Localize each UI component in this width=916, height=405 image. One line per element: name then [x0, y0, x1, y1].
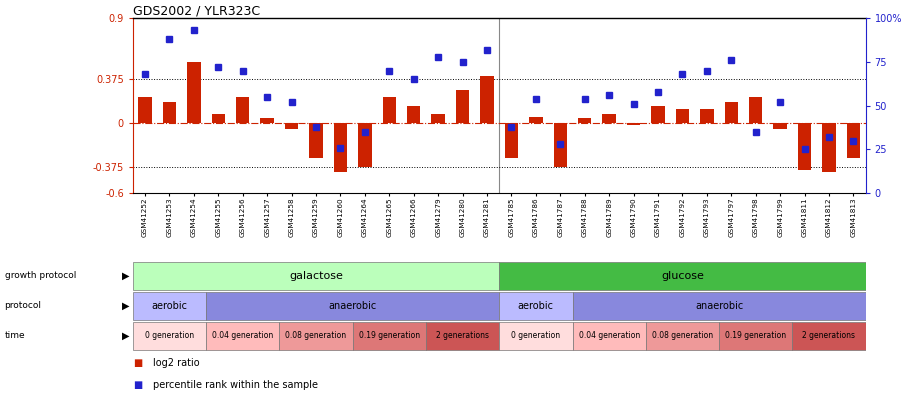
Bar — [431, 114, 445, 123]
Text: anaerobic: anaerobic — [695, 301, 743, 311]
Text: 0.19 generation: 0.19 generation — [359, 332, 420, 341]
Bar — [212, 114, 225, 123]
Text: percentile rank within the sample: percentile rank within the sample — [153, 380, 318, 390]
Bar — [773, 123, 787, 129]
Text: aerobic: aerobic — [151, 301, 188, 311]
Bar — [407, 105, 420, 123]
Text: ▶: ▶ — [122, 271, 129, 281]
Text: growth protocol: growth protocol — [5, 271, 76, 281]
FancyBboxPatch shape — [646, 322, 719, 350]
Text: 0 generation: 0 generation — [145, 332, 194, 341]
Text: 0.04 generation: 0.04 generation — [213, 332, 273, 341]
Bar — [505, 123, 518, 158]
Bar — [383, 97, 396, 123]
Text: 0 generation: 0 generation — [511, 332, 561, 341]
Text: protocol: protocol — [5, 301, 41, 311]
FancyBboxPatch shape — [499, 292, 572, 320]
FancyBboxPatch shape — [426, 322, 499, 350]
Bar — [529, 117, 542, 123]
FancyBboxPatch shape — [206, 292, 499, 320]
Bar — [285, 123, 299, 129]
Text: time: time — [5, 332, 26, 341]
FancyBboxPatch shape — [206, 322, 279, 350]
Text: ■: ■ — [133, 380, 142, 390]
FancyBboxPatch shape — [499, 322, 572, 350]
FancyBboxPatch shape — [572, 292, 866, 320]
Bar — [749, 97, 762, 123]
Text: GDS2002 / YLR323C: GDS2002 / YLR323C — [133, 4, 260, 17]
Text: 0.19 generation: 0.19 generation — [725, 332, 786, 341]
Text: galactose: galactose — [289, 271, 343, 281]
Text: 0.08 generation: 0.08 generation — [652, 332, 713, 341]
FancyBboxPatch shape — [353, 322, 426, 350]
Bar — [480, 76, 494, 123]
Bar — [260, 118, 274, 123]
FancyBboxPatch shape — [279, 322, 353, 350]
Text: 2 generations: 2 generations — [436, 332, 489, 341]
Text: 0.08 generation: 0.08 generation — [286, 332, 346, 341]
Bar — [163, 102, 176, 123]
Text: ▶: ▶ — [122, 301, 129, 311]
Bar — [823, 123, 835, 172]
FancyBboxPatch shape — [133, 292, 206, 320]
Bar — [578, 118, 592, 123]
Text: glucose: glucose — [661, 271, 703, 281]
Bar — [846, 123, 860, 158]
Bar — [456, 90, 469, 123]
FancyBboxPatch shape — [792, 322, 866, 350]
FancyBboxPatch shape — [499, 262, 866, 290]
FancyBboxPatch shape — [719, 322, 792, 350]
Bar — [725, 102, 738, 123]
Bar — [187, 62, 201, 123]
Text: anaerobic: anaerobic — [329, 301, 376, 311]
Bar — [358, 123, 372, 167]
Bar — [627, 123, 640, 125]
FancyBboxPatch shape — [133, 322, 206, 350]
Bar — [138, 97, 152, 123]
Bar — [333, 123, 347, 172]
Bar — [603, 114, 616, 123]
Text: 2 generations: 2 generations — [802, 332, 856, 341]
Text: ■: ■ — [133, 358, 142, 368]
Bar — [236, 97, 249, 123]
Text: aerobic: aerobic — [518, 301, 554, 311]
Text: 0.04 generation: 0.04 generation — [579, 332, 639, 341]
Bar — [651, 105, 665, 123]
Bar — [700, 109, 714, 123]
Bar — [310, 123, 322, 158]
FancyBboxPatch shape — [133, 262, 499, 290]
Text: ▶: ▶ — [122, 331, 129, 341]
Bar — [553, 123, 567, 167]
Bar — [676, 109, 689, 123]
Text: log2 ratio: log2 ratio — [153, 358, 200, 368]
Bar — [798, 123, 812, 170]
FancyBboxPatch shape — [572, 322, 646, 350]
